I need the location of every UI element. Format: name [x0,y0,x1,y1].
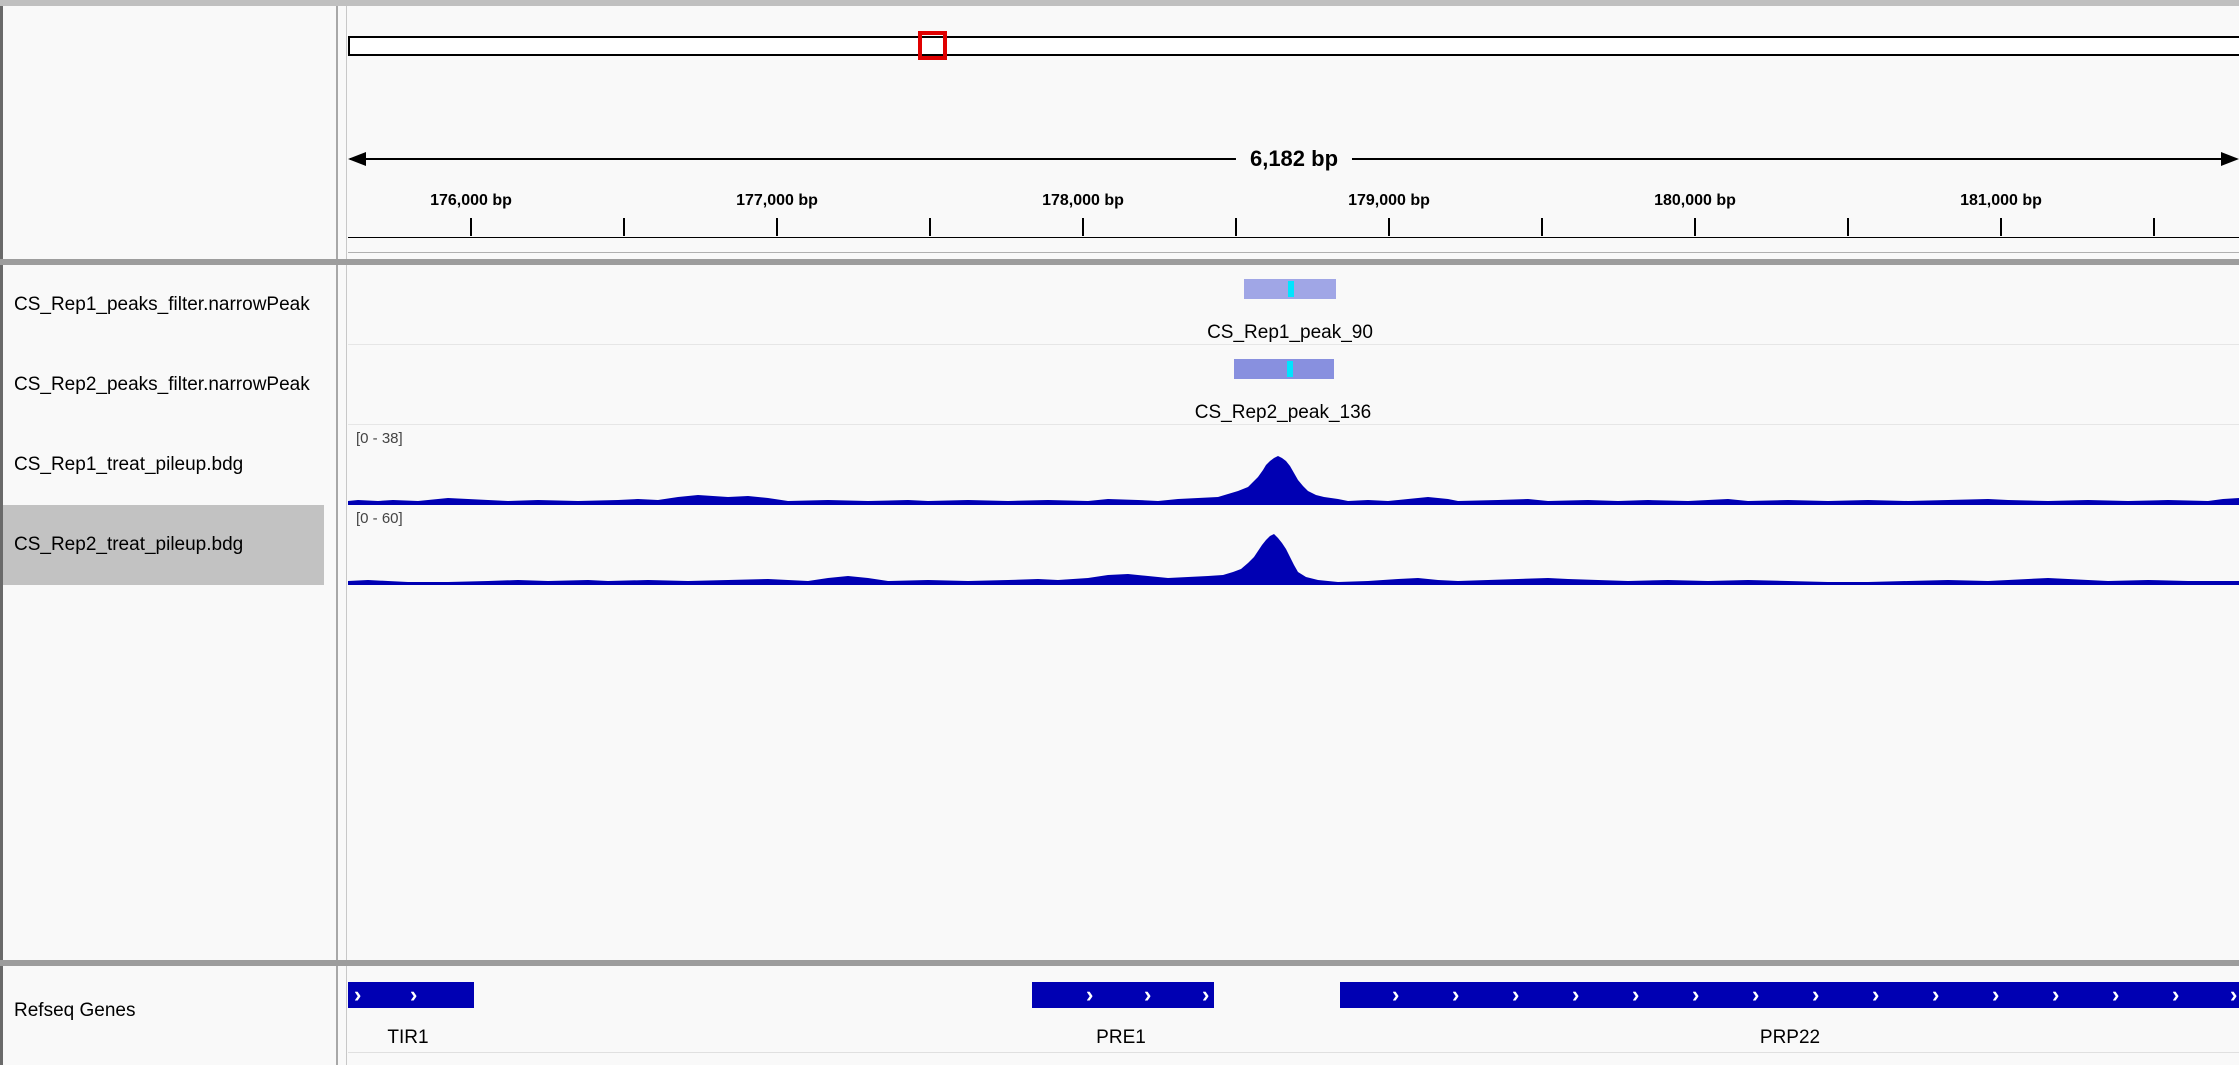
track-name-rep1-pileup[interactable]: CS_Rep1_treat_pileup.bdg [14,454,244,475]
strand-arrow-icon: › [410,982,418,1007]
strand-arrow-icon: › [2230,982,2238,1007]
strand-arrow-icon: › [354,982,362,1007]
span-arrow-left-head [348,152,366,166]
peak-feature-rep2[interactable] [1234,359,1334,379]
name-panel-divider[interactable] [336,0,338,1065]
data-range-rep1: [0 - 38] [356,430,403,447]
ruler-tick-minor [1541,218,1543,236]
strand-arrow-icon: › [2052,982,2060,1007]
ruler-tick-label: 180,000 bp [1654,192,1736,209]
track-name-rep2-pileup[interactable]: CS_Rep2_treat_pileup.bdg [14,534,244,555]
peak-label-rep1: CS_Rep1_peak_90 [1207,322,1373,343]
ruler-tick-minor [1847,218,1849,236]
strand-arrow-icon: › [1452,982,1460,1007]
ruler-tick-label: 178,000 bp [1042,192,1124,209]
ruler-tick-minor [1235,218,1237,236]
strand-arrow-icon: › [2172,982,2180,1007]
window-top-edge [0,0,2239,6]
coverage-plot-rep1[interactable] [348,425,2239,505]
header-name-panel [0,0,336,262]
peak-track-separator [348,424,2239,425]
data-panel-left-edge [346,0,347,1065]
chromosome-ideogram[interactable] [348,36,2239,56]
strand-arrow-icon: › [1144,982,1152,1007]
peak-summit-rep2 [1287,361,1293,377]
ruler-tick-label: 179,000 bp [1348,192,1430,209]
strand-arrow-icon: › [1512,982,1520,1007]
data-range-rep2: [0 - 60] [356,510,403,527]
ruler-tick-major [2000,218,2002,236]
ruler-tick-major [776,218,778,236]
strand-arrow-icon: › [1992,982,2000,1007]
ruler-tick-label: 176,000 bp [430,192,512,209]
gene-label-pre1: PRE1 [1096,1027,1146,1048]
track-name-rep2-peaks[interactable]: CS_Rep2_peaks_filter.narrowPeak [14,374,310,395]
window-left-edge [0,0,3,1065]
strand-arrow-icon: › [1632,982,1640,1007]
selected-track-highlight [3,505,324,585]
track-name-rep1-peaks[interactable]: CS_Rep1_peaks_filter.narrowPeak [14,294,310,315]
strand-arrow-icon: › [1572,982,1580,1007]
feature-panel-bottom-line [348,1052,2239,1053]
strand-arrow-icon: › [1872,982,1880,1007]
gene-feature-prp22[interactable]: › › › › › › › › › › › › › › › [1340,982,2239,1008]
coverage-area-rep1 [348,456,2239,505]
ruler-tick-major [1388,218,1390,236]
strand-arrow-icon: › [1202,982,1210,1007]
ruler-tick-label: 177,000 bp [736,192,818,209]
strand-arrow-icon: › [1812,982,1820,1007]
gene-feature-pre1[interactable]: › › › [1032,982,1214,1008]
feature-panel-divider[interactable] [0,960,2239,966]
ruler-tick-minor [929,218,931,236]
span-length-label: 6,182 bp [1235,146,1353,172]
peak-track-separator [348,344,2239,345]
ruler-bottom-line [348,252,2239,253]
coverage-plot-rep2[interactable] [348,505,2239,585]
ruler-tick-minor [2153,218,2155,236]
coverage-baseline-rep1 [348,502,2239,505]
gene-feature-tir1[interactable]: › › [348,982,474,1008]
header-panel-divider[interactable] [0,259,2239,265]
strand-arrow-icon: › [2112,982,2120,1007]
ruler-tick-minor [623,218,625,236]
track-name-refseq-genes[interactable]: Refseq Genes [14,1000,136,1021]
ruler-tick-major [1694,218,1696,236]
span-arrow-right-head [2221,152,2239,166]
coverage-baseline-rep2 [348,582,2239,585]
peak-summit-rep1 [1288,281,1294,297]
strand-arrow-icon: › [1392,982,1400,1007]
ruler-tick-major [470,218,472,236]
gene-label-prp22: PRP22 [1759,1027,1821,1048]
coverage-area-rep2 [348,534,2239,585]
ruler-tick-label: 181,000 bp [1960,192,2042,209]
strand-arrow-icon: › [1692,982,1700,1007]
strand-arrow-icon: › [1752,982,1760,1007]
ruler-baseline [348,237,2239,238]
strand-arrow-icon: › [1932,982,1940,1007]
ruler-tick-major [1082,218,1084,236]
current-region-indicator[interactable] [918,31,947,60]
gene-label-tir1: TIR1 [387,1027,429,1048]
strand-arrow-icon: › [1086,982,1094,1007]
peak-label-rep2: CS_Rep2_peak_136 [1194,402,1372,423]
